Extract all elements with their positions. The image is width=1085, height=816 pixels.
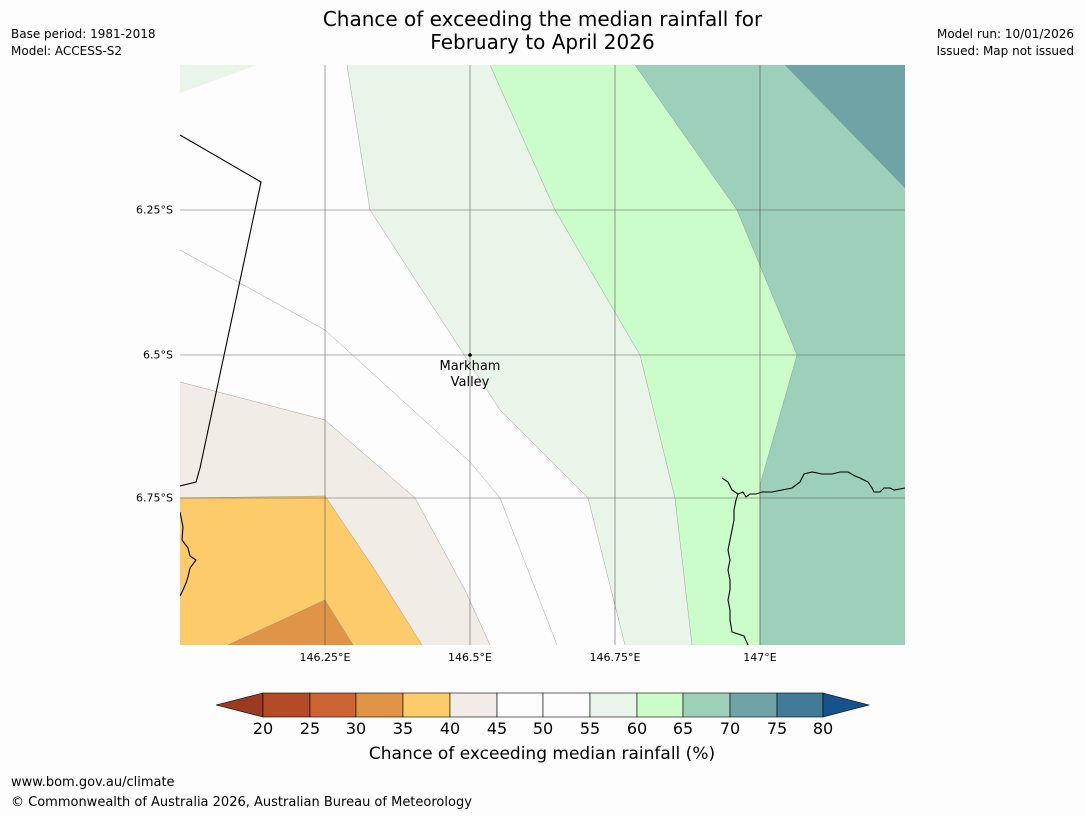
colorbar-bin-25-30 xyxy=(309,692,357,718)
lat-label-6-5s: 6.5°S xyxy=(143,348,173,362)
colorbar-bin-45-50 xyxy=(496,692,544,718)
lat-label-6-75s: 6.75°S xyxy=(136,491,173,505)
colorbar-tick: 60 xyxy=(626,719,648,738)
colorbar-tick: 20 xyxy=(252,719,274,738)
region-35-40 xyxy=(180,496,422,645)
map-title: Chance of exceeding the median rainfall … xyxy=(180,8,905,54)
lon-label-146-75e: 146.75°E xyxy=(589,651,641,664)
colorbar-label: Chance of exceeding median rainfall (%) xyxy=(368,744,716,764)
map-title-line2: February to April 2026 xyxy=(430,30,655,54)
issued-text: Issued: Map not issued xyxy=(936,44,1074,58)
colorbar-tick: 55 xyxy=(579,719,601,738)
colorbar-arrow-high xyxy=(822,692,871,718)
meta-right: Model run: 10/01/2026 Issued: Map not is… xyxy=(936,26,1074,60)
colorbar-bin-40-45 xyxy=(449,692,498,718)
lon-label-146-5e: 146.5°E xyxy=(448,651,492,664)
lat-label-6-25s: 6.25°S xyxy=(136,203,173,217)
map-title-line1: Chance of exceeding the median rainfall … xyxy=(322,7,763,31)
footer-url[interactable]: www.bom.gov.au/climate xyxy=(11,775,175,790)
colorbar-bin-60-65 xyxy=(636,692,684,718)
colorbar-tick: 25 xyxy=(299,719,321,738)
model-text: Model: ACCESS-S2 xyxy=(11,44,123,58)
colorbar-tick: 65 xyxy=(672,719,694,738)
map-panel[interactable] xyxy=(180,65,905,645)
region-55-60-northwest xyxy=(180,65,257,93)
colorbar-tick: 80 xyxy=(812,719,834,738)
markham-valley-label: Markham Valley xyxy=(420,359,520,391)
colorbar-tick: 75 xyxy=(766,719,788,738)
meta-left: Base period: 1981-2018 Model: ACCESS-S2 xyxy=(11,26,156,60)
colorbar-bin-50-55 xyxy=(542,692,591,718)
lon-label-146-25e: 146.25°E xyxy=(299,651,351,664)
colorbar-arrow-low xyxy=(215,692,264,718)
lon-label-147e: 147°E xyxy=(743,651,777,664)
base-period-text: Base period: 1981-2018 xyxy=(11,27,156,41)
colorbar-tick: 40 xyxy=(439,719,461,738)
colorbar-tick: 30 xyxy=(345,719,367,738)
markham-valley-marker[interactable] xyxy=(468,353,472,357)
colorbar-bin-75-80 xyxy=(776,692,824,718)
footer-copyright: © Commonwealth of Australia 2026, Austra… xyxy=(11,795,472,810)
graticule xyxy=(180,65,905,645)
colorbar-bin-30-35 xyxy=(355,692,404,718)
colorbar-bin-55-60 xyxy=(589,692,638,718)
colorbar-tick: 70 xyxy=(719,719,741,738)
colorbar-bin-20-25 xyxy=(262,692,311,718)
colorbar-bin-70-75 xyxy=(729,692,778,718)
colorbar-tick: 50 xyxy=(532,719,554,738)
colorbar-bin-35-40 xyxy=(402,692,451,718)
colorbar-tick: 35 xyxy=(392,719,414,738)
place-name-line1: Markham xyxy=(439,359,501,374)
colorbar xyxy=(215,692,871,718)
colorbar-tick: 45 xyxy=(486,719,508,738)
region-30-35 xyxy=(228,600,353,645)
colorbar-bin-65-70 xyxy=(682,692,731,718)
coastline xyxy=(180,134,905,645)
place-name-line2: Valley xyxy=(450,375,490,390)
model-run-text: Model run: 10/01/2026 xyxy=(936,27,1074,41)
